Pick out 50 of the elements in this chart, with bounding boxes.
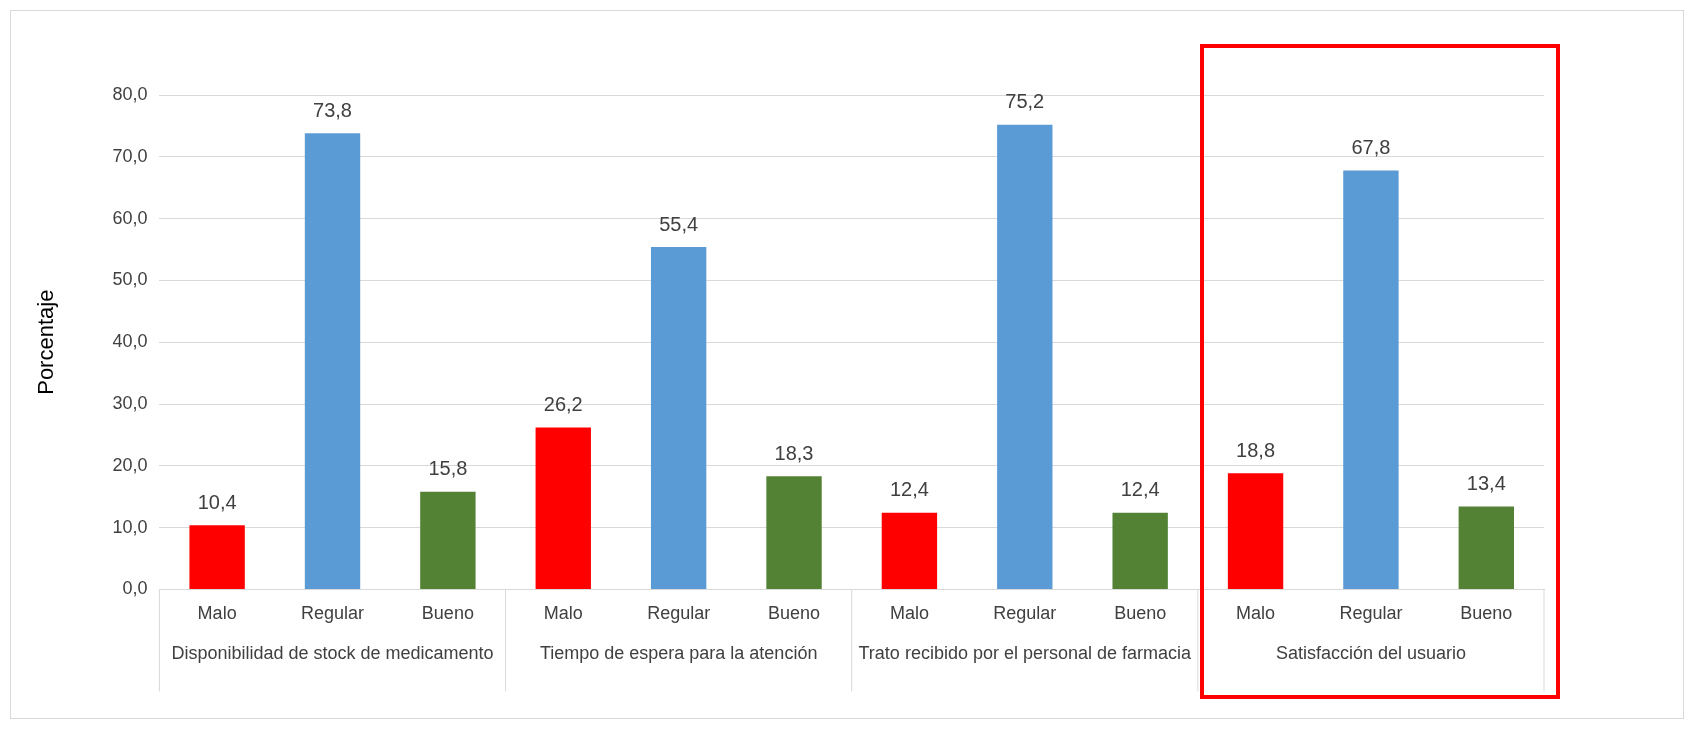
- bar: [1458, 506, 1514, 589]
- text: Satisfacción del usuario: [1275, 643, 1466, 664]
- y-tick-label: 30,0: [112, 392, 148, 413]
- data-label: 75,2: [1005, 90, 1045, 113]
- bar: [420, 491, 476, 589]
- data-label: 10,4: [197, 490, 237, 513]
- data-label: 55,4: [659, 212, 699, 235]
- x-tick-label: Malo: [1236, 603, 1276, 624]
- text: Tiempo de espera para la atención: [539, 643, 818, 664]
- y-tick-label: 70,0: [112, 145, 148, 166]
- text: Trato recibido por el personal de farmacia: [858, 643, 1193, 664]
- x-tick-label: Regular: [647, 603, 711, 624]
- y-tick-label: 80,0: [112, 83, 148, 104]
- bar: [1112, 512, 1168, 589]
- x-tick-label: Bueno: [421, 603, 474, 624]
- x-tick-label: Malo: [197, 603, 237, 624]
- bar: [189, 525, 245, 589]
- y-tick-label: 0,0: [122, 578, 148, 599]
- text: Disponibilidad de stock de medicamento: [171, 643, 494, 664]
- x-tick-label: Bueno: [1114, 603, 1167, 624]
- data-label: 15,8: [428, 457, 468, 480]
- bar: [650, 247, 707, 589]
- bar: [1343, 170, 1399, 589]
- bar: [881, 512, 938, 589]
- x-tick-label: Regular: [1339, 603, 1403, 624]
- bar: [997, 124, 1053, 589]
- bar: [1227, 473, 1284, 589]
- y-tick-label: 20,0: [112, 454, 148, 475]
- y-tick-label: 10,0: [112, 516, 148, 537]
- data-label: 12,4: [1120, 478, 1160, 501]
- data-label: 18,3: [774, 441, 814, 464]
- y-tick-label: 50,0: [112, 269, 148, 290]
- data-label: 13,4: [1466, 472, 1506, 495]
- y-axis-title: Porcentaje: [33, 289, 59, 395]
- data-label: 26,2: [543, 393, 583, 415]
- data-label: 67,8: [1351, 135, 1391, 158]
- x-tick-label: Regular: [300, 603, 365, 624]
- x-tick-label: Malo: [543, 603, 583, 624]
- bar: [535, 427, 591, 589]
- data-label: 18,8: [1236, 438, 1276, 461]
- bar: [766, 476, 822, 589]
- data-label: 12,4: [889, 478, 929, 501]
- y-tick-label: 40,0: [112, 331, 148, 352]
- x-tick-label: Malo: [889, 603, 929, 624]
- x-tick-label: Regular: [993, 603, 1057, 624]
- x-tick-label: Bueno: [768, 603, 821, 624]
- bar: [304, 133, 361, 589]
- data-label: 73,8: [313, 98, 352, 121]
- x-tick-label: Bueno: [1460, 603, 1513, 624]
- y-tick-label: 60,0: [112, 207, 148, 228]
